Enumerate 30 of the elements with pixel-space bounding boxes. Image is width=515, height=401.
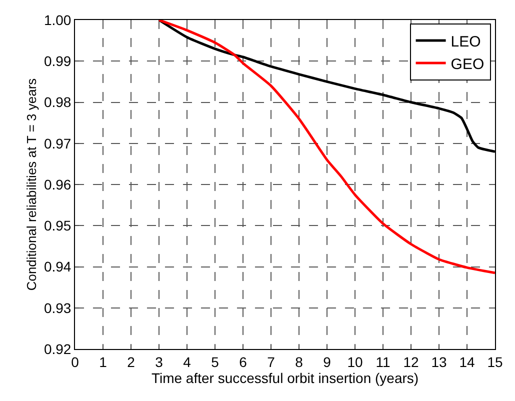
x-tick-label: 11 xyxy=(376,354,390,370)
line-series xyxy=(158,20,495,274)
y-tick-label: 1.00 xyxy=(44,12,72,28)
x-tick-label: 3 xyxy=(155,354,164,370)
x-tick-label: 1 xyxy=(99,354,108,370)
y-tick-label: 0.97 xyxy=(44,135,72,152)
x-tick-label: 8 xyxy=(295,354,304,370)
x-tick-label: 7 xyxy=(267,354,276,370)
x-tick-label: 10 xyxy=(347,354,363,370)
x-tick-label: 2 xyxy=(127,354,136,370)
x-tick-label: 0 xyxy=(71,354,80,370)
y-tick-label: 0.98 xyxy=(44,94,72,110)
y-tick-label: 0.95 xyxy=(44,218,72,234)
x-tick-label: 5 xyxy=(211,354,220,370)
x-tick-label: 15 xyxy=(487,354,503,370)
y-tick-label: 0.93 xyxy=(44,300,72,316)
y-tick-label: 0.94 xyxy=(44,258,72,275)
x-tick-label: 6 xyxy=(239,354,248,370)
legend-label: GEO xyxy=(450,56,484,73)
x-tick-label: 13 xyxy=(431,354,447,370)
x-tick-label: 4 xyxy=(183,354,192,370)
x-tick-label: 12 xyxy=(403,354,419,370)
x-tick-label: 14 xyxy=(459,354,475,370)
legend-label: LEO xyxy=(450,33,481,50)
y-axis-title: Conditional reliabilities at T = 3 years xyxy=(24,78,39,291)
y-tick-label: 0.96 xyxy=(44,176,72,192)
x-tick-label: 9 xyxy=(323,354,332,370)
x-axis-title: Time after successful orbit insertion (years) xyxy=(151,370,419,386)
y-tick-label: 0.99 xyxy=(44,53,72,70)
y-tick-label: 0.92 xyxy=(44,340,72,357)
